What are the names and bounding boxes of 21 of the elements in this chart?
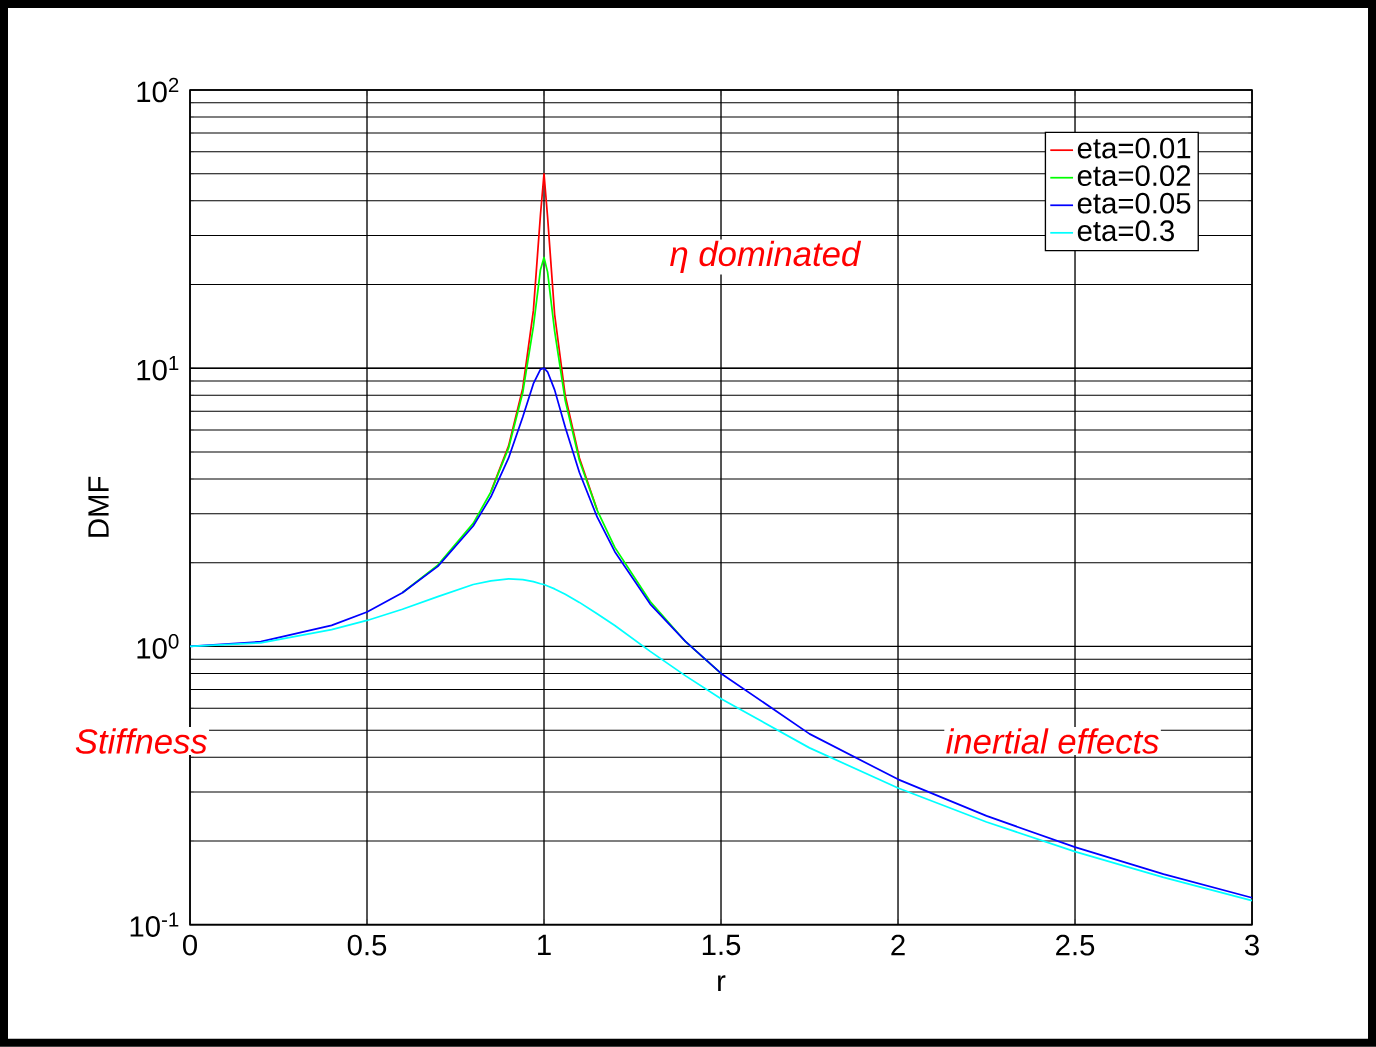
annotation: Stiffness <box>75 728 208 754</box>
x-tick-label: 0.5 <box>347 934 387 956</box>
y-tick-label: 10$^{0}$ <box>137 634 179 659</box>
x-tick-label: 2 <box>891 934 905 956</box>
x-tick-label: 3 <box>1244 934 1259 956</box>
y-axis-title: DMF <box>88 476 109 537</box>
line-series <box>490 173 598 511</box>
x-axis-title: r <box>718 975 726 992</box>
legend-label: eta=0.02 <box>1077 165 1191 187</box>
x-tick-label: 0 <box>183 934 198 956</box>
x-tick-label: 2.5 <box>1056 934 1095 956</box>
legend-label: eta=0.05 <box>1077 192 1191 214</box>
y-tick-label: 10$^{2}$ <box>137 77 179 103</box>
annotation: inertial effects <box>946 728 1159 754</box>
y-tick-label: 10$^{-1}$ <box>130 912 179 938</box>
legend-label: eta=0.3 <box>1077 220 1174 242</box>
x-tick-label: 1.5 <box>702 934 741 956</box>
y-tick-label: 10$^{1}$ <box>137 356 179 381</box>
legend-label: eta=0.01 <box>1077 137 1191 159</box>
annotation: η dominated <box>670 240 862 274</box>
x-tick-label: 1 <box>538 934 551 956</box>
